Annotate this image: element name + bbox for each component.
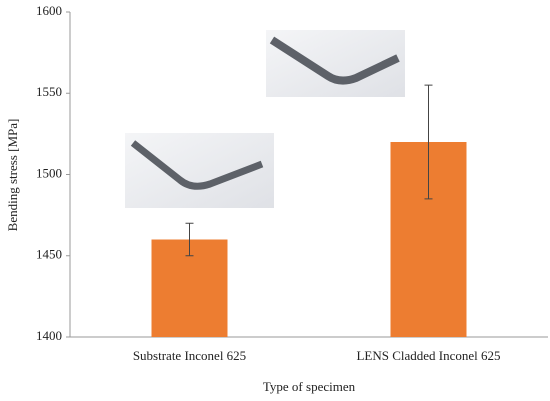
y-tick-label: 1600: [36, 3, 62, 18]
y-tick-label: 1550: [36, 84, 62, 99]
x-tick-label: Substrate Inconel 625: [133, 348, 246, 363]
y-tick-label: 1500: [36, 165, 62, 180]
y-axis-label: Bending stress [MPa]: [5, 119, 20, 232]
x-tick-label: LENS Cladded Inconel 625: [356, 348, 500, 363]
x-axis-label: Type of specimen: [263, 379, 356, 394]
y-tick-label: 1450: [36, 247, 62, 262]
bent-specimen: [269, 36, 400, 85]
bent-specimen: [130, 140, 264, 190]
specimen-photos: [125, 30, 405, 208]
y-tick-label: 1400: [36, 328, 62, 343]
